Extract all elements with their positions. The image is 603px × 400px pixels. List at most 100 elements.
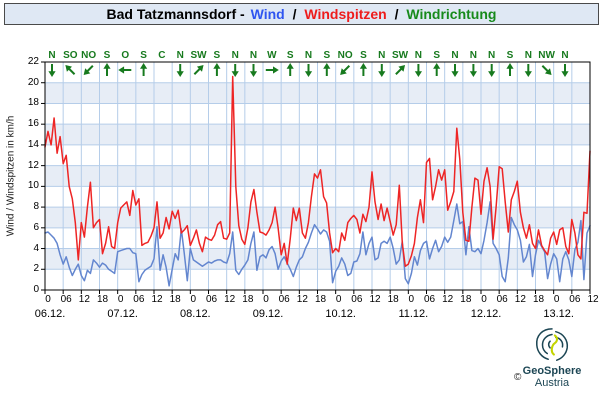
- y-tick-label: 6: [33, 221, 39, 233]
- legend-wind-label: Wind: [250, 6, 285, 22]
- y-tick-label: 2: [33, 263, 39, 275]
- wind-direction-arrow-no: [83, 65, 94, 75]
- arrow-head: [273, 66, 279, 74]
- y-tick-label: 12: [27, 159, 39, 171]
- arrow-head: [359, 63, 367, 69]
- x-time-tick-label: 12: [587, 294, 599, 305]
- wind-direction-arrow-s: [140, 63, 148, 76]
- x-date-label: 11.12.: [398, 308, 429, 320]
- wind-direction-label: N: [469, 50, 477, 61]
- wind-direction-arrow-n: [48, 64, 56, 77]
- x-time-tick-label: 06: [60, 294, 72, 305]
- wind-line: [44, 201, 591, 287]
- gust-line: [44, 75, 591, 267]
- arrow-shaft: [193, 67, 202, 75]
- x-time-tick-label: 0: [553, 294, 560, 305]
- wind-direction-arrow-s: [323, 63, 331, 76]
- x-time-tick-label: 18: [314, 294, 327, 305]
- arrow-shaft: [541, 65, 550, 73]
- wind-direction-label: S: [140, 50, 147, 61]
- x-time-tick-label: 12: [369, 294, 381, 305]
- wind-direction-label: S: [286, 50, 294, 61]
- y-axis-title: Wind / Windspitzen in km/h: [5, 115, 17, 237]
- arrow-head: [561, 71, 569, 77]
- y-tick-label: 14: [27, 138, 39, 150]
- y-tick-label: 20: [27, 76, 39, 88]
- arrow-head: [433, 63, 441, 69]
- wind-direction-arrow-s: [359, 63, 367, 76]
- wind-direction-label: N: [304, 50, 313, 61]
- wind-direction-arrow-s: [506, 63, 514, 76]
- wind-direction-label: N: [524, 50, 532, 61]
- arrow-head: [118, 66, 125, 74]
- x-time-tick-label: 06: [423, 294, 436, 305]
- wind-direction-arrow-n: [414, 64, 422, 77]
- x-time-tick-label: 18: [169, 294, 181, 305]
- wind-direction-arrow-n: [378, 64, 386, 77]
- arrow-shaft: [86, 65, 94, 73]
- x-time-tick-label: 06: [496, 294, 508, 305]
- wind-direction-label: NW: [538, 50, 555, 61]
- x-time-tick-label: 12: [296, 294, 308, 305]
- arrow-head: [378, 71, 386, 77]
- y-tick-label: 18: [27, 97, 39, 109]
- wind-direction-arrow-nw: [541, 65, 552, 75]
- x-date-label: 09.12.: [252, 308, 284, 320]
- x-time-tick-label: 0: [408, 294, 415, 305]
- wind-direction-arrow-w: [265, 66, 279, 74]
- wind-direction-arrow-sw: [395, 65, 406, 75]
- x-time-tick-label: 06: [133, 294, 145, 305]
- x-date-label: 13.12.: [543, 308, 574, 320]
- wind-direction-label: SW: [190, 50, 207, 61]
- x-time-tick-label: 12: [442, 294, 454, 305]
- arrow-head: [48, 71, 56, 77]
- x-time-tick-label: 0: [117, 294, 124, 305]
- x-time-tick-label: 18: [96, 294, 109, 305]
- wind-direction-label: S: [213, 50, 221, 61]
- y-tick-label: 16: [27, 118, 39, 130]
- arrow-head: [249, 71, 258, 77]
- arrow-head: [231, 71, 239, 77]
- y-tick-label: 8: [33, 201, 39, 213]
- x-time-tick-label: 12: [514, 294, 526, 305]
- x-time-tick-label: 0: [481, 294, 487, 305]
- wind-direction-arrow-s: [433, 63, 441, 76]
- arrow-head: [286, 63, 294, 69]
- arrow-shaft: [67, 67, 76, 75]
- wind-direction-arrow-n: [231, 64, 239, 77]
- wind-direction-label: N: [488, 50, 496, 61]
- wind-direction-label: W: [267, 50, 277, 61]
- wind-direction-arrow-n: [176, 64, 184, 77]
- logo-country-text: Austria: [534, 377, 570, 389]
- x-time-tick-label: 06: [351, 294, 363, 305]
- arrow-head: [176, 71, 184, 77]
- wind-direction-arrow-n: [524, 64, 532, 77]
- x-time-tick-label: 0: [45, 294, 51, 305]
- x-time-tick-label: 06: [205, 294, 218, 305]
- wind-direction-label: N: [48, 50, 56, 61]
- arrow-head: [213, 63, 221, 69]
- wind-direction-label: S: [506, 50, 514, 61]
- y-tick-label: 0: [33, 284, 39, 295]
- arrow-head: [323, 63, 331, 69]
- arrow-head: [140, 63, 148, 69]
- x-time-tick-label: 12: [78, 294, 90, 305]
- x-time-tick-label: 18: [387, 294, 399, 305]
- x-date-label: 12.12.: [470, 308, 502, 320]
- arrow-shaft: [342, 65, 351, 73]
- legend-gust-label: Windspitzen: [304, 6, 387, 22]
- x-time-tick-label: 0: [263, 294, 269, 305]
- wind-direction-arrow-n: [469, 64, 477, 77]
- logo-brand-text: GeoSphere: [522, 365, 582, 377]
- y-tick-label: 22: [27, 56, 39, 67]
- arrow-head: [506, 63, 514, 69]
- wind-direction-arrow-n: [561, 64, 569, 77]
- x-date-label: 08.12.: [180, 308, 211, 320]
- arrow-head: [524, 71, 532, 77]
- arrow-shaft: [395, 67, 403, 75]
- copyright-symbol: ©: [514, 372, 522, 383]
- arrow-head: [83, 68, 91, 75]
- wind-direction-label: NO: [81, 50, 97, 61]
- geosphere-logo: GeoSphere Austria: [506, 326, 598, 389]
